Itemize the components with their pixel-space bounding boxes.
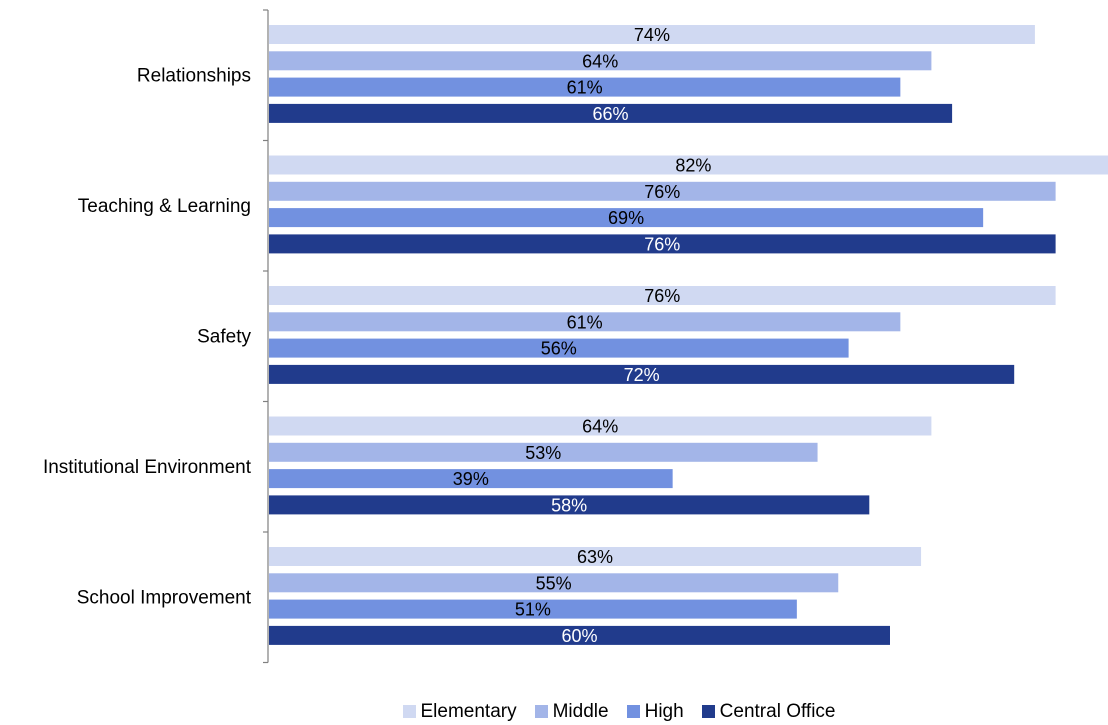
- legend-label: Central Office: [719, 700, 836, 722]
- legend-item: Middle: [534, 698, 609, 725]
- data-label: 76%: [644, 286, 680, 306]
- category-label: Institutional Environment: [43, 457, 252, 478]
- bar-series-group: 74%64%61%66%82%76%69%76%76%61%56%72%64%5…: [269, 25, 1108, 646]
- data-label: 76%: [644, 182, 680, 202]
- bar-high: [269, 208, 984, 228]
- legend-swatch: [402, 705, 416, 718]
- bar-middle: [269, 181, 1056, 201]
- legend-label: Elementary: [420, 700, 517, 722]
- category-axis: Relationships Teaching & Learning Safety In…: [43, 9, 269, 664]
- data-label: 39%: [453, 469, 489, 489]
- legend-swatch: [626, 705, 640, 718]
- data-label: 82%: [675, 156, 711, 176]
- bar-high: [269, 599, 797, 619]
- legend-label: High: [644, 700, 684, 722]
- bar-middle: [269, 573, 839, 593]
- bar-elementary: [269, 547, 922, 566]
- data-label: 63%: [577, 547, 613, 567]
- data-label: 51%: [515, 600, 551, 620]
- bar-elementary: [269, 286, 1056, 305]
- bar-central-office: [269, 234, 1056, 254]
- legend-swatch: [534, 705, 548, 718]
- bar-high: [269, 77, 901, 97]
- data-label: 66%: [593, 104, 629, 124]
- bar-elementary: [269, 416, 932, 436]
- data-label: 69%: [608, 208, 644, 228]
- bar-middle: [269, 51, 932, 71]
- bar-central-office: [269, 495, 870, 515]
- legend-item: Central Office: [701, 698, 836, 725]
- bar-high: [269, 338, 849, 358]
- data-label: 76%: [644, 234, 680, 254]
- bar-middle: [269, 312, 901, 332]
- data-label: 58%: [551, 495, 587, 515]
- legend-swatch: [701, 705, 715, 718]
- legend-item: High: [626, 698, 684, 725]
- bar-high: [269, 469, 673, 489]
- bar-elementary: [269, 25, 1035, 44]
- data-label: 64%: [582, 417, 618, 437]
- data-label: 72%: [624, 365, 660, 385]
- category-label: Teaching & Learning: [78, 196, 251, 217]
- legend: Elementary Middle High Central Office: [0, 698, 1108, 725]
- legend-item: Elementary: [402, 698, 517, 725]
- category-label: Relationships: [137, 65, 251, 86]
- data-label: 60%: [561, 626, 597, 646]
- data-label: 53%: [525, 443, 561, 463]
- bar-elementary: [269, 155, 1108, 175]
- category-label: Safety: [197, 326, 251, 347]
- bar-central-office: [269, 103, 953, 123]
- data-label: 74%: [634, 25, 670, 45]
- legend-label: Middle: [552, 700, 609, 722]
- bar-middle: [269, 442, 818, 462]
- category-label: School Improvement: [77, 587, 252, 608]
- data-label: 61%: [567, 78, 603, 98]
- bar-central-office: [269, 625, 890, 645]
- bar-central-office: [269, 364, 1015, 384]
- data-label: 61%: [567, 312, 603, 332]
- data-label: 56%: [541, 339, 577, 359]
- data-label: 55%: [536, 573, 572, 593]
- data-label: 64%: [582, 51, 618, 71]
